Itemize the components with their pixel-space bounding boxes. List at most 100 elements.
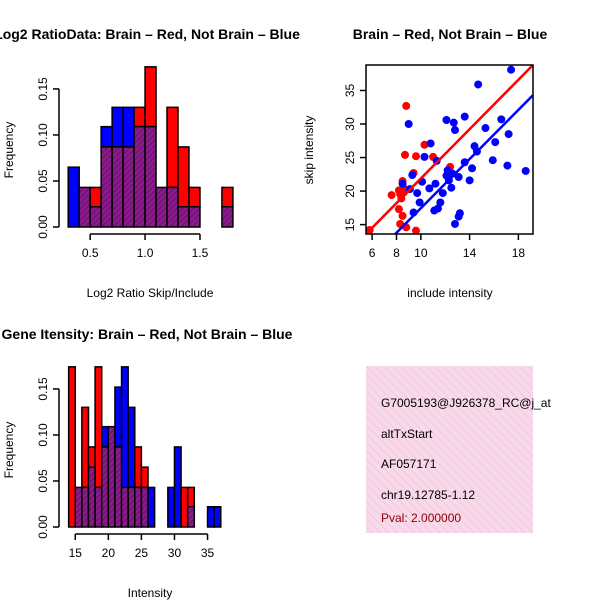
point-not-brain <box>450 219 459 228</box>
point-brain <box>402 101 411 110</box>
point-not-brain <box>468 164 477 173</box>
point-not-brain <box>398 179 407 188</box>
x-tick-label: 1.5 <box>192 246 209 260</box>
point-not-brain <box>474 80 483 89</box>
info-accession: AF057171 <box>381 457 437 471</box>
scatter-title: Brain – Red, Not Brain – Blue <box>353 26 548 42</box>
point-brain <box>411 152 420 161</box>
ratio-ylabel: Frequency <box>2 122 16 179</box>
point-not-brain <box>491 138 500 147</box>
x-tick-label: 10 <box>414 246 428 260</box>
intensity-title: Gene Itensity: Brain – Red, Not Brain – … <box>2 326 293 342</box>
y-tick-label: 0.00 <box>36 515 50 539</box>
bar-brain-2 <box>81 406 90 489</box>
x-tick-label: 8 <box>393 246 400 260</box>
intensity-scatter: Brain – Red, Not Brain – Blue 6 8 10 14 18 15… <box>302 26 547 300</box>
point-not-brain <box>415 198 424 207</box>
intensity-ylabel: Frequency <box>2 422 16 479</box>
bar-brain-18 <box>186 486 196 508</box>
point-not-brain <box>438 189 447 198</box>
bar-brain-10 <box>177 146 190 208</box>
bar-brain-7 <box>144 66 157 128</box>
scatter-ylabel: skip intensity <box>302 116 316 185</box>
bar-not-brain-12 <box>147 486 156 528</box>
x-tick-label: 15 <box>69 546 83 560</box>
x-tick-label: 6 <box>369 246 376 260</box>
info-box-background <box>366 366 533 533</box>
bar-brain-2 <box>89 186 102 208</box>
point-brain <box>420 140 429 149</box>
point-not-brain <box>425 184 434 193</box>
bar-overlap-5 <box>122 146 135 228</box>
bar-overlap-1 <box>78 186 91 228</box>
x-tick-label: 20 <box>102 546 116 560</box>
intensity-histogram: Gene Itensity: Brain – Red, Not Brain – … <box>2 326 293 600</box>
y-tick-label: 15 <box>343 218 357 232</box>
bar-not-brain-9 <box>127 406 136 489</box>
bar-overlap-11 <box>140 486 149 528</box>
info-pval: Pval: 2.000000 <box>381 511 461 525</box>
bar-overlap-18 <box>186 506 196 528</box>
bar-overlap-2 <box>89 206 102 228</box>
bar-overlap-6 <box>107 425 116 528</box>
y-tick-label: 0.10 <box>36 123 50 147</box>
point-brain <box>394 205 403 214</box>
bar-overlap-6 <box>133 125 146 228</box>
bar-brain-11 <box>188 186 201 208</box>
point-not-brain <box>503 161 512 170</box>
bar-overlap-2 <box>81 486 90 528</box>
point-not-brain <box>420 152 429 161</box>
bar-not-brain-5 <box>122 106 135 148</box>
x-tick-label: 0.5 <box>82 246 99 260</box>
bar-brain-0 <box>67 366 77 528</box>
bar-brain-14 <box>221 186 234 208</box>
info-location: chr19.12785-1.12 <box>381 488 475 502</box>
point-not-brain <box>455 209 464 218</box>
bar-overlap-3 <box>100 146 113 228</box>
bar-not-brain-0 <box>67 166 80 228</box>
bar-not-brain-3 <box>100 125 113 148</box>
point-not-brain <box>426 139 435 148</box>
point-not-brain <box>450 126 459 135</box>
bar-brain-11 <box>140 466 149 489</box>
bar-not-brain-15 <box>167 486 176 528</box>
point-not-brain <box>488 156 497 165</box>
y-tick-label: 0.00 <box>36 215 50 239</box>
point-not-brain <box>504 130 513 139</box>
point-brain <box>398 211 407 220</box>
fit-line-brain <box>366 65 533 234</box>
bar-overlap-4 <box>111 146 124 228</box>
bar-brain-6 <box>133 106 146 128</box>
point-not-brain <box>404 120 413 129</box>
bar-not-brain-7 <box>114 386 123 448</box>
bar-overlap-1 <box>74 486 83 528</box>
scatter-plot-box <box>365 64 534 235</box>
point-not-brain <box>481 124 490 133</box>
x-tick-label: 35 <box>201 546 215 560</box>
point-not-brain <box>442 115 451 124</box>
point-not-brain <box>413 189 422 198</box>
x-tick-label: 25 <box>135 546 149 560</box>
point-not-brain <box>521 166 530 175</box>
point-not-brain <box>465 176 474 185</box>
bar-overlap-11 <box>188 206 201 228</box>
y-tick-label: 30 <box>343 117 357 131</box>
fit-line-not-brain <box>394 94 533 234</box>
point-not-brain <box>433 204 442 213</box>
scatter-xlabel: include intensity <box>407 286 492 300</box>
intensity-xlabel: Intensity <box>128 586 173 600</box>
bar-overlap-8 <box>155 186 168 228</box>
bar-not-brain-8 <box>120 366 129 489</box>
bar-overlap-5 <box>100 446 110 528</box>
point-not-brain <box>454 172 463 181</box>
point-not-brain <box>497 115 506 124</box>
point-not-brain <box>507 65 516 74</box>
y-tick-label: 0.15 <box>36 377 50 401</box>
y-tick-label: 0.15 <box>36 77 50 101</box>
bar-not-brain-16 <box>173 446 182 528</box>
ratio-xlabel: Log2 Ratio Skip/Include <box>87 286 214 300</box>
info-box: G7005193@J926378_RC@j_at altTxStart AF05… <box>366 366 551 533</box>
y-tick-label: 0.05 <box>36 469 50 493</box>
point-not-brain <box>436 198 445 207</box>
